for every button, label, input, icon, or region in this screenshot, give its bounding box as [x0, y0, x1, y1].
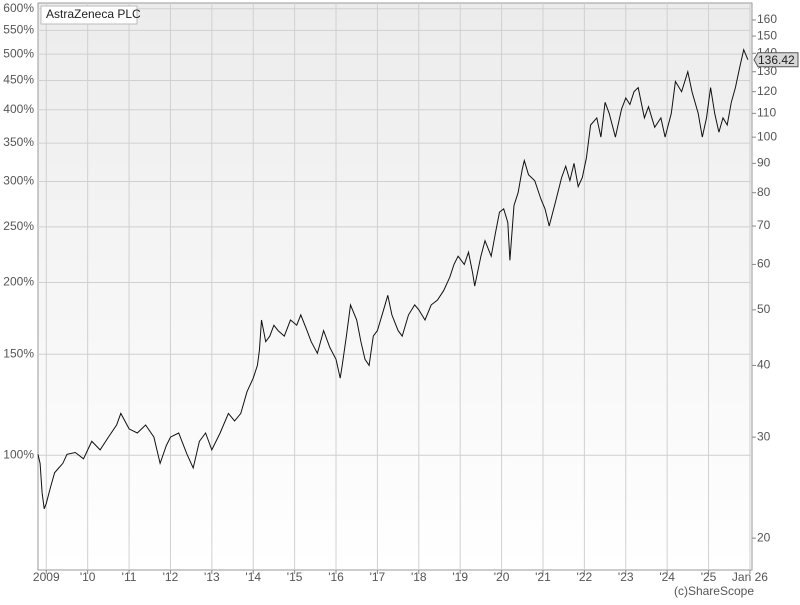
x-tick-label: '25 [701, 570, 717, 584]
y-tick-label: 450% [3, 73, 34, 87]
y2-tick-label: 30 [757, 429, 771, 443]
y-tick-label: 550% [3, 23, 34, 37]
x-tick-label: 2009 [33, 570, 60, 584]
x-tick-label: '24 [659, 570, 675, 584]
last-price-box [753, 52, 799, 68]
y2-tick-label: 70 [757, 218, 771, 232]
y-tick-label: 600% [3, 1, 34, 15]
y2-tick-label: 20 [757, 530, 771, 544]
y2-tick-label: 50 [757, 302, 771, 316]
grid [38, 3, 752, 570]
y-tick-label: 350% [3, 135, 34, 149]
marks [37, 48, 749, 509]
y2-tick-label: 110 [757, 106, 776, 120]
x-tick-label: '18 [411, 570, 427, 584]
plot-area [37, 2, 753, 571]
y2-tick-label: 160 [757, 12, 777, 26]
y2-tick-label: 130 [757, 64, 777, 78]
x-tick-label: '20 [494, 570, 510, 584]
price-line [37, 48, 749, 509]
x-tick-label: '17 [370, 570, 386, 584]
x-tick-label: '16 [328, 570, 344, 584]
y2-tick-label: 80 [757, 185, 771, 199]
credit: (c)ShareScope [674, 584, 754, 598]
x-tick-label: '22 [577, 570, 593, 584]
x-tick-label: '10 [80, 570, 96, 584]
y2-tick-label: 120 [757, 84, 777, 98]
x-tick-label: '23 [618, 570, 634, 584]
x-tick-label: '11 [122, 570, 137, 584]
y2-tick-label: 150 [757, 28, 777, 42]
x-tick-label: '14 [245, 570, 261, 584]
x-tick-label: '13 [204, 570, 220, 584]
y-tick-label: 250% [3, 219, 34, 233]
x-tick-label: '15 [287, 570, 303, 584]
y2-tick-label: 40 [757, 358, 771, 372]
y2-tick-label: 100 [757, 129, 777, 143]
y-tick-label: 400% [3, 102, 34, 116]
chart-title: AstraZeneca PLC [46, 7, 141, 21]
y2-tick-label: 60 [757, 257, 771, 271]
last-price-label: 136.42 [758, 53, 795, 67]
y-tick-label: 300% [3, 174, 34, 188]
y-tick-label: 500% [3, 46, 34, 60]
x-tick-label: '12 [163, 570, 179, 584]
x-tick-label: Jan 26 [732, 570, 768, 584]
y-tick-label: 200% [3, 275, 34, 289]
x-tick-label: '19 [452, 570, 468, 584]
y-tick-label: 100% [3, 447, 34, 461]
y2-tick-label: 90 [757, 156, 771, 170]
title-box [40, 5, 138, 25]
x-tick-label: '21 [535, 570, 551, 584]
y-tick-label: 150% [3, 346, 34, 360]
